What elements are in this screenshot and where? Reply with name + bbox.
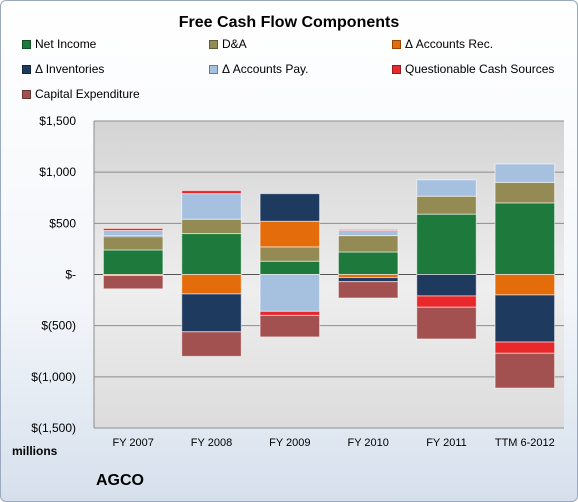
bar-segment xyxy=(181,218,242,235)
legend-label: Questionable Cash Sources xyxy=(405,62,555,76)
bar-segment xyxy=(259,193,321,222)
legend-label: Δ Accounts Rec. xyxy=(405,37,494,51)
legend-item: Net Income xyxy=(22,37,96,51)
bar-segment xyxy=(337,277,399,283)
bar-segment xyxy=(494,274,556,296)
bar-segment xyxy=(416,179,477,197)
x-tick-label: FY 2009 xyxy=(269,437,310,449)
bar-segment xyxy=(337,229,399,237)
bar-segment xyxy=(337,228,399,231)
bar-segment xyxy=(416,274,477,297)
x-tick-label: FY 2007 xyxy=(112,437,153,449)
bar-segment xyxy=(102,229,164,237)
y-tick-label: $(1,500) xyxy=(31,421,76,435)
legend-swatch xyxy=(392,39,401,49)
bar-segment xyxy=(259,274,321,312)
bar-segment xyxy=(259,246,321,262)
legend-item: Questionable Cash Sources xyxy=(392,62,554,76)
bar-segment xyxy=(259,260,321,275)
legend-swatch xyxy=(22,64,31,74)
bar-segment xyxy=(102,236,164,251)
legend-item: D&A xyxy=(209,37,247,51)
legend-item: Δ Inventories xyxy=(22,62,104,76)
bar-segment xyxy=(494,352,556,389)
x-tick-label: FY 2008 xyxy=(191,437,232,449)
legend-swatch xyxy=(209,64,218,74)
legend-label: D&A xyxy=(222,37,247,51)
legend-swatch xyxy=(209,39,218,49)
legend-swatch xyxy=(22,39,31,49)
bar-segment xyxy=(337,235,399,253)
y-tick-label: $(1,000) xyxy=(31,370,76,384)
bar-segment xyxy=(181,193,242,220)
chart-legend: Net Income D&A Δ Accounts Rec. Δ Inventorie… xyxy=(22,37,578,107)
bar-segment xyxy=(181,190,242,195)
bar-segment xyxy=(494,202,556,275)
y-tick-label: $1,000 xyxy=(39,165,76,179)
x-tick-label: FY 2011 xyxy=(426,437,467,449)
y-tick-label: $- xyxy=(65,268,76,282)
bar-segment xyxy=(102,249,164,276)
legend-item: Δ Accounts Rec. xyxy=(392,37,493,51)
legend-swatch xyxy=(392,64,401,74)
y-tick-label: $1,500 xyxy=(39,114,76,128)
bar-segment xyxy=(416,213,477,276)
y-tick-label: $500 xyxy=(49,216,76,230)
bar-segment xyxy=(494,341,556,354)
legend-label: Capital Expenditure xyxy=(35,87,140,101)
chart-title: Free Cash Flow Components xyxy=(178,14,400,31)
bar-segment xyxy=(416,295,477,308)
legend-label: Δ Accounts Pay. xyxy=(222,62,309,76)
company-name: AGCO xyxy=(96,472,144,489)
bar-segment xyxy=(337,251,399,275)
legend-label: Δ Inventories xyxy=(35,62,105,76)
bar-segment xyxy=(102,275,164,290)
bar-segment xyxy=(181,293,242,333)
bar-segment xyxy=(494,181,556,204)
bar-segment xyxy=(181,274,242,295)
bar-segment xyxy=(494,294,556,343)
legend-item: Δ Accounts Pay. xyxy=(209,62,309,76)
x-tick-label: FY 2010 xyxy=(347,437,388,449)
bar-segment xyxy=(337,281,399,299)
legend-swatch xyxy=(22,89,31,99)
bar-segment xyxy=(102,227,164,231)
bar-segment xyxy=(416,195,477,215)
bar-segment xyxy=(181,331,242,357)
legend-item: Capital Expenditure xyxy=(22,87,140,101)
bar-segment xyxy=(494,163,556,183)
bar-segment xyxy=(259,314,321,338)
y-tick-label: $(500) xyxy=(41,319,76,333)
bar-segment xyxy=(181,233,242,275)
x-tick-label: TTM 6-2012 xyxy=(495,437,555,449)
bar-segment xyxy=(259,310,321,316)
bar-segment xyxy=(259,220,321,248)
units-label: millions xyxy=(12,444,58,458)
bar-segment xyxy=(416,306,477,340)
legend-label: Net Income xyxy=(35,37,97,51)
